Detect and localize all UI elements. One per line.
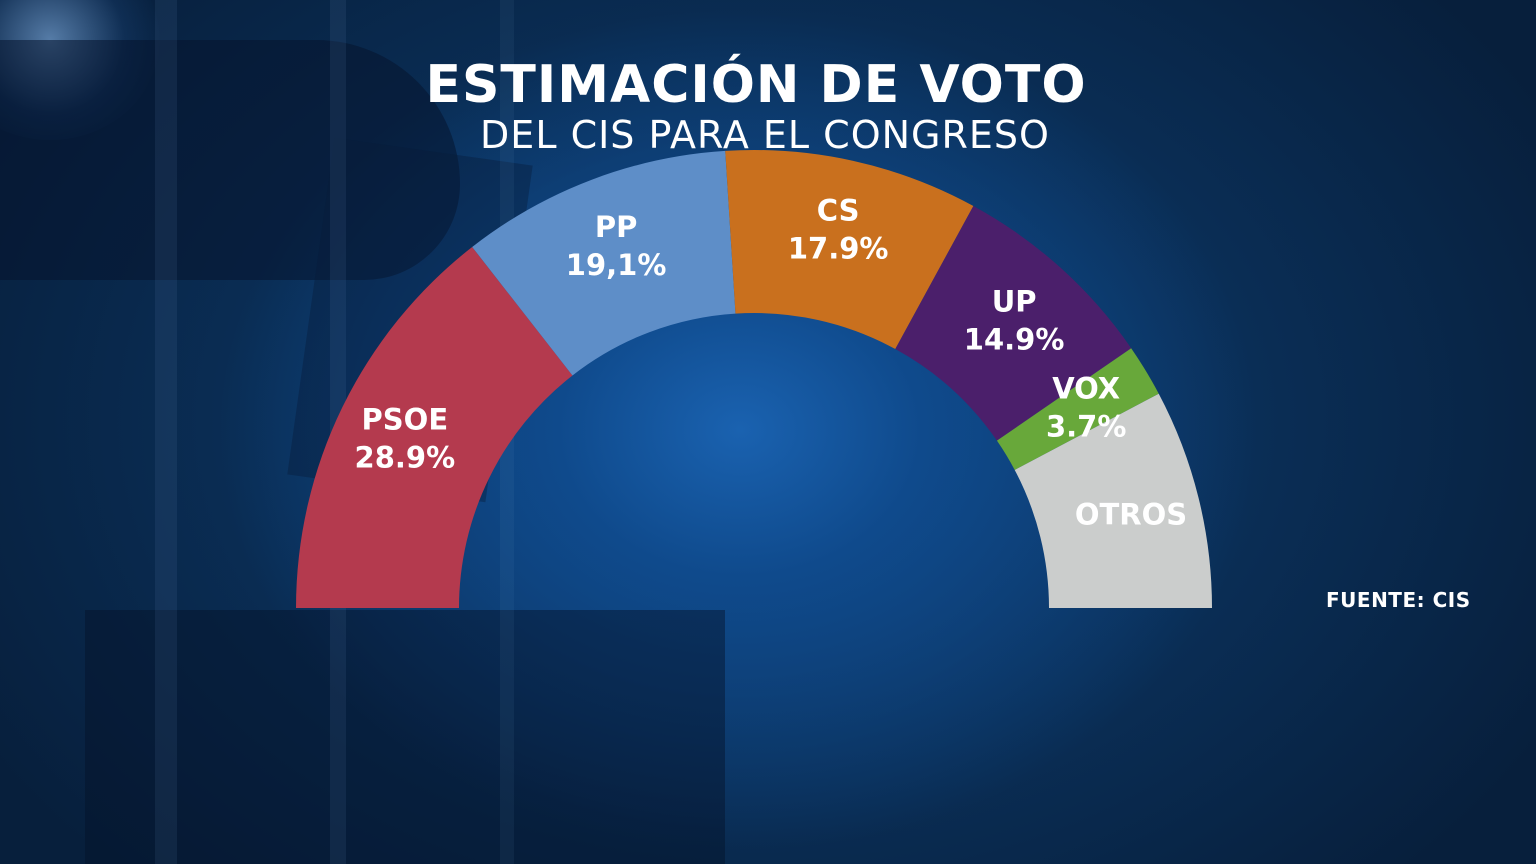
segment-value-up: 14.9%	[964, 322, 1065, 356]
segment-label-up: UP	[992, 284, 1037, 318]
segment-label-otros: OTROS	[1075, 497, 1187, 531]
segment-psoe	[296, 246, 573, 608]
chart-subtitle: DEL CIS PARA EL CONGRESO	[480, 113, 1050, 157]
segment-label-pp: PP	[595, 210, 638, 244]
segment-value-cs: 17.9%	[788, 232, 889, 266]
segment-label-psoe: PSOE	[362, 403, 449, 437]
segment-label-cs: CS	[817, 194, 860, 228]
segment-value-pp: 19,1%	[566, 248, 667, 282]
segment-pp	[472, 150, 736, 376]
segment-vox	[996, 348, 1159, 470]
segment-otros	[1014, 393, 1212, 608]
segment-cs	[725, 150, 974, 350]
source-note: FUENTE: CIS	[1326, 588, 1471, 612]
chart-title: ESTIMACIÓN DE VOTO	[425, 55, 1087, 115]
segment-value-psoe: 28.9%	[355, 441, 456, 475]
segment-value-vox: 3.7%	[1046, 410, 1126, 444]
segment-label-vox: VOX	[1052, 372, 1120, 406]
segment-up	[895, 205, 1132, 441]
